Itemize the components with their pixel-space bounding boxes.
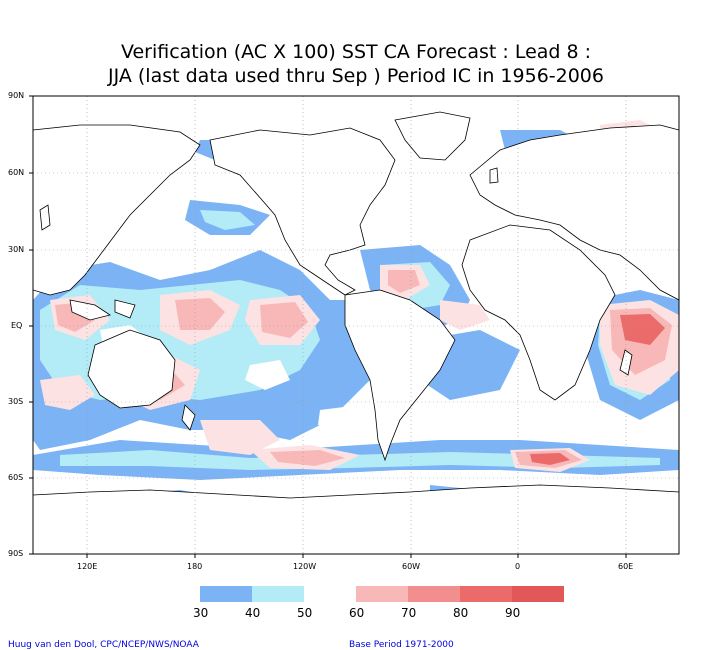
legend-swatch-1 <box>252 586 304 602</box>
map-frame <box>32 95 680 555</box>
lat-label-30s: 30S <box>8 397 24 406</box>
legend-label-40: 40 <box>245 606 261 620</box>
eurasia <box>469 124 679 301</box>
greenland <box>394 111 471 161</box>
lon-label-120w: 120W <box>293 562 317 571</box>
lat-label-eq: EQ <box>11 321 23 330</box>
legend-swatch-5 <box>460 586 512 602</box>
axis-ticks <box>29 95 627 558</box>
title-line-2: JJA (last data used thru Sep ) Period IC… <box>107 65 604 87</box>
legend-swatch-2 <box>304 586 356 602</box>
author-credit: Huug van den Dool, CPC/NCEP/NWS/NOAA <box>8 640 199 650</box>
legend-label-90: 90 <box>505 606 521 620</box>
legend-label-50: 50 <box>297 606 313 620</box>
lat-label-90s: 90S <box>8 549 24 558</box>
lon-label-180: 180 <box>187 562 203 571</box>
legend-swatch-3 <box>356 586 408 602</box>
lat-label-60n: 60N <box>8 168 25 177</box>
chart-title: Verification (AC X 100) SST CA Forecast … <box>0 40 712 88</box>
base-period-note: Base Period 1971-2000 <box>349 640 454 650</box>
east-asia <box>33 124 201 296</box>
lat-label-60s: 60S <box>8 473 24 482</box>
legend-label-60: 60 <box>349 606 365 620</box>
legend-label-70: 70 <box>401 606 417 620</box>
color-legend <box>200 586 564 602</box>
gridlines <box>33 96 679 554</box>
lon-label-0: 0 <box>515 562 521 571</box>
lat-label-30n: 30N <box>8 245 25 254</box>
legend-label-30: 30 <box>193 606 209 620</box>
lon-label-60w: 60W <box>402 562 421 571</box>
legend-label-80: 80 <box>453 606 469 620</box>
legend-swatch-6 <box>512 586 564 602</box>
africa <box>461 224 616 401</box>
north-america <box>209 127 396 296</box>
antarctica <box>33 484 679 554</box>
legend-swatch-0 <box>200 586 252 602</box>
south-america <box>344 289 456 462</box>
lon-label-60e: 60E <box>618 562 634 571</box>
lon-label-120e: 120E <box>77 562 98 571</box>
title-line-1: Verification (AC X 100) SST CA Forecast … <box>120 41 592 63</box>
australia <box>87 329 176 409</box>
continents <box>33 111 679 554</box>
legend-swatch-4 <box>408 586 460 602</box>
lat-label-90n: 90N <box>8 91 25 100</box>
